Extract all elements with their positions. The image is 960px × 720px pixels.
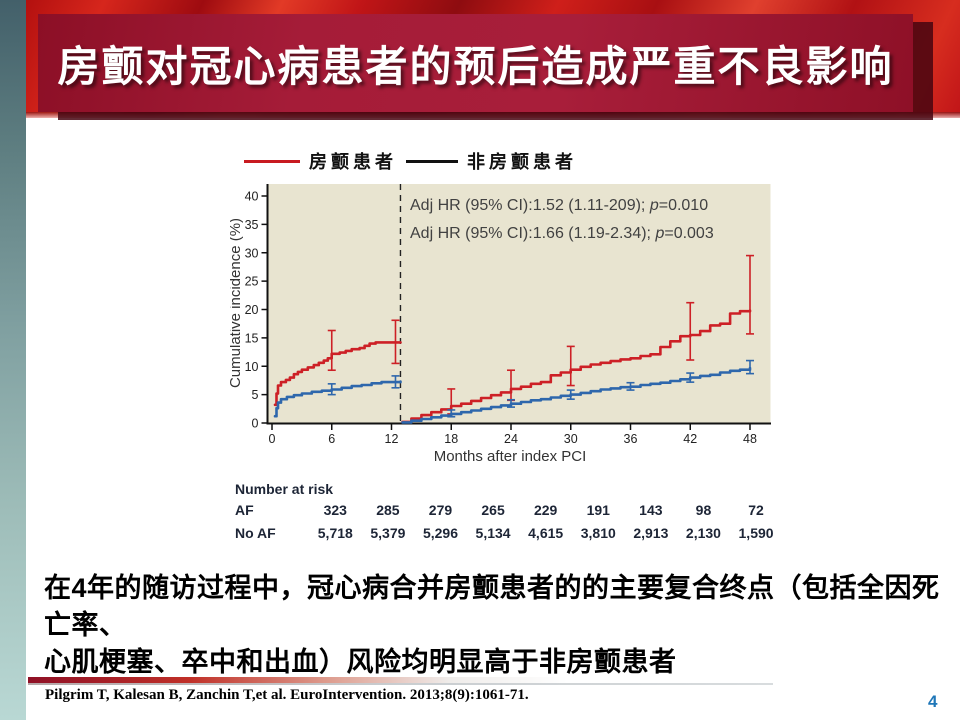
- number-at-risk-title: Number at risk: [235, 481, 334, 497]
- summary-text-line2: 心肌梗塞、卒中和出血）风险均明显高于非房颤患者: [44, 647, 677, 677]
- slide-title: 房颤对冠心病患者的预后造成严重不良影响: [57, 42, 894, 90]
- row-label: No AF: [235, 525, 276, 541]
- svg-text:0: 0: [269, 432, 276, 446]
- at-risk-value: 4,615: [528, 525, 564, 541]
- at-risk-value: 143: [639, 502, 663, 518]
- svg-text:25: 25: [245, 275, 259, 289]
- chart-legend: 房颤患者 非房颤患者: [244, 148, 577, 174]
- number-at-risk-row-no-af: No AF 5,718 5,379 5,296 5,134 4,615 3,810 2,913…: [230, 525, 795, 541]
- af-legend-label: 房颤患者: [309, 152, 397, 172]
- summary-text: 在4年的随访过程中，冠心病合并房颤患者的的主要复合终点（包括全因死亡率、 心肌梗…: [44, 570, 949, 681]
- at-risk-value: 2,913: [633, 525, 669, 541]
- left-decor-strip: [0, 0, 26, 720]
- at-risk-value: 191: [586, 502, 610, 518]
- svg-text:35: 35: [245, 218, 259, 232]
- at-risk-value: 5,296: [422, 525, 458, 541]
- svg-text:48: 48: [743, 432, 757, 446]
- at-risk-value: 323: [323, 502, 347, 518]
- at-risk-value: 265: [481, 502, 505, 518]
- at-risk-value: 279: [428, 502, 453, 518]
- svg-text:20: 20: [245, 303, 259, 317]
- svg-text:10: 10: [245, 360, 259, 374]
- svg-text:24: 24: [504, 432, 518, 446]
- noaf-legend-label: 非房颤患者: [467, 152, 577, 172]
- summary-text-line1: 在4年的随访过程中，冠心病合并房颤患者的的主要复合终点（包括全因死亡率、: [44, 573, 940, 640]
- km-figure: 房颤患者 非房颤患者 0 5 10 15 20 25 30 35 40 0 6 12 18 24 30 36 4…: [230, 140, 795, 560]
- svg-text:30: 30: [564, 432, 578, 446]
- svg-text:Cumulative incidence (%): Cumulative incidence (%): [230, 218, 244, 388]
- svg-text:0: 0: [252, 417, 259, 431]
- at-risk-value: 229: [533, 502, 558, 518]
- svg-text:5: 5: [252, 388, 259, 402]
- noaf-line-swatch: [406, 159, 458, 163]
- at-risk-value: 2,130: [685, 525, 721, 541]
- hr-annotation-line1: Adj HR (95% CI):1.52 (1.11-209); p=0.010: [410, 197, 709, 214]
- svg-text:15: 15: [245, 331, 259, 345]
- number-at-risk-row-af: AF 323 285 279 265 229 191 143 98 72: [230, 502, 795, 518]
- page-number: 4: [928, 692, 938, 711]
- svg-text:12: 12: [385, 432, 399, 446]
- row-label: AF: [235, 502, 254, 518]
- svg-text:6: 6: [328, 432, 335, 446]
- at-risk-value: 98: [695, 502, 712, 518]
- citation-text: Pilgrim T, Kalesan B, Zanchin T,et al. E…: [45, 687, 529, 703]
- svg-text:36: 36: [624, 432, 638, 446]
- svg-text:30: 30: [245, 246, 259, 260]
- footer-divider-gray: [28, 683, 773, 685]
- km-plot: 0 5 10 15 20 25 30 35 40 0 6 12 18 24 30 36 42 48 Months a…: [230, 184, 771, 465]
- title-banner: 房颤对冠心病患者的预后造成严重不良影响: [38, 14, 913, 112]
- svg-text:42: 42: [683, 432, 697, 446]
- at-risk-value: 5,134: [475, 525, 511, 541]
- at-risk-value: 1,590: [738, 525, 774, 541]
- footer-divider-red: [28, 677, 568, 683]
- at-risk-value: 72: [748, 502, 764, 518]
- hr-annotation-line2: Adj HR (95% CI):1.66 (1.19-2.34); p=0.00…: [410, 225, 714, 242]
- at-risk-value: 5,379: [370, 525, 406, 541]
- svg-text:40: 40: [245, 190, 259, 204]
- at-risk-value: 5,718: [317, 525, 353, 541]
- af-line-swatch: [244, 159, 300, 163]
- svg-text:Months after index PCI: Months after index PCI: [434, 448, 587, 465]
- svg-text:18: 18: [444, 432, 458, 446]
- at-risk-value: 3,810: [580, 525, 616, 541]
- hr-annotations: Adj HR (95% CI):1.52 (1.11-209); p=0.010…: [410, 192, 714, 248]
- at-risk-value: 285: [376, 502, 400, 518]
